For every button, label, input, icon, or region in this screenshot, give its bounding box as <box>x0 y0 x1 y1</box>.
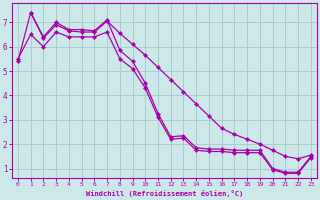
X-axis label: Windchill (Refroidissement éolien,°C): Windchill (Refroidissement éolien,°C) <box>86 190 243 197</box>
